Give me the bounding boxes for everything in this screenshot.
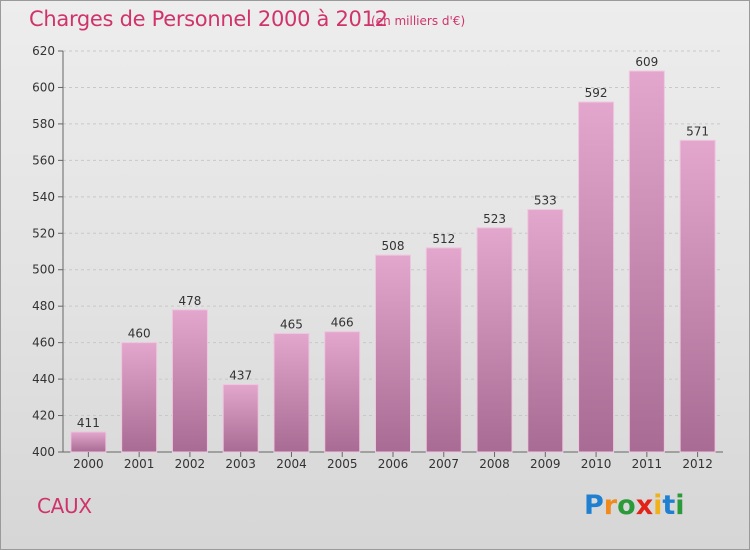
y-tick-label: 460: [32, 336, 55, 350]
logo-letter: t: [662, 490, 676, 521]
y-tick-label: 580: [32, 117, 55, 131]
logo-letter: o: [617, 490, 636, 521]
chart-subtitle: (en milliers d'€): [371, 14, 466, 28]
bar: [222, 384, 259, 453]
logo-letter: P: [584, 490, 604, 521]
y-tick-label: 400: [32, 445, 55, 459]
data-label: 465: [280, 318, 303, 332]
x-tick-label: 2008: [479, 457, 510, 471]
x-tick-label: 2010: [581, 457, 612, 471]
y-tick-label: 420: [32, 409, 55, 423]
x-tick-label: 2004: [276, 457, 307, 471]
data-label: 571: [686, 124, 709, 138]
place-name: CAUX: [37, 494, 92, 518]
proxiti-logo: Proxiti: [584, 490, 685, 521]
data-label: 512: [432, 232, 455, 246]
bar: [375, 254, 411, 453]
bar: [628, 70, 665, 453]
bar: [171, 309, 208, 453]
bar: [476, 227, 513, 453]
data-label: 460: [128, 327, 151, 341]
bar: [578, 101, 615, 453]
x-tick-label: 2009: [530, 457, 561, 471]
y-tick-label: 480: [32, 299, 55, 313]
logo-letter: i: [653, 490, 663, 521]
data-label: 533: [534, 194, 557, 208]
data-label: 508: [382, 239, 405, 253]
y-tick-label: 500: [32, 263, 55, 277]
bar: [679, 139, 716, 453]
y-tick-label: 600: [32, 80, 55, 94]
y-tick-label: 440: [32, 372, 55, 386]
x-tick-label: 2012: [682, 457, 713, 471]
x-tick-label: 2005: [327, 457, 358, 471]
x-tick-label: 2002: [175, 457, 206, 471]
x-tick-label: 2006: [378, 457, 409, 471]
data-label: 437: [229, 369, 252, 383]
x-tick-label: 2007: [428, 457, 459, 471]
x-tick-label: 2011: [632, 457, 663, 471]
bar: [527, 209, 564, 453]
y-tick-label: 560: [32, 153, 55, 167]
data-label: 411: [77, 416, 100, 430]
data-label: 466: [331, 316, 354, 330]
bar: [121, 342, 158, 453]
chart-title: Charges de Personnel 2000 à 2012: [29, 7, 388, 31]
x-tick-label: 2000: [73, 457, 104, 471]
data-label: 609: [635, 55, 658, 69]
bar: [70, 431, 107, 453]
bar: [273, 333, 310, 453]
x-tick-label: 2001: [124, 457, 155, 471]
logo-letter: r: [603, 490, 618, 521]
bar: [425, 247, 462, 453]
data-label: 478: [178, 294, 201, 308]
y-tick-label: 520: [32, 226, 55, 240]
logo-letter: x: [635, 490, 654, 521]
y-tick-label: 540: [32, 190, 55, 204]
y-tick-label: 620: [32, 44, 55, 58]
data-label: 592: [585, 86, 608, 100]
x-tick-label: 2003: [225, 457, 256, 471]
bar: [324, 331, 361, 453]
data-label: 523: [483, 212, 506, 226]
logo-letter: i: [675, 490, 685, 521]
